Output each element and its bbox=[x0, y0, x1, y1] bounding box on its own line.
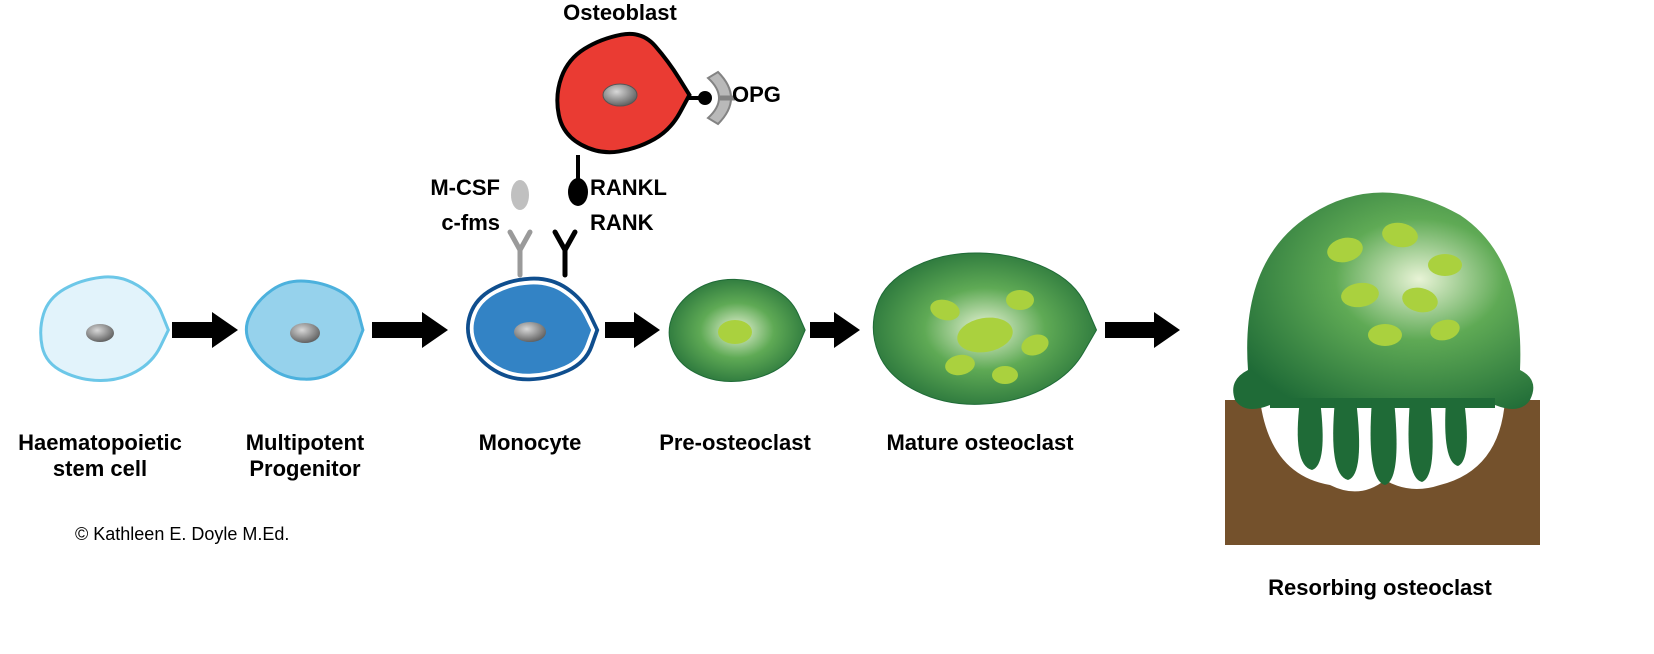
preosteoclast-label: Pre-osteoclast bbox=[659, 430, 811, 455]
opg-receptor bbox=[685, 72, 735, 124]
progenitor-label: Multipotent bbox=[246, 430, 365, 455]
mature-osteoclast bbox=[873, 253, 1096, 404]
arrow bbox=[1105, 312, 1180, 348]
cfms-receptor bbox=[510, 232, 530, 275]
stem-cell-label: Haematopoietic bbox=[18, 430, 182, 455]
monocyte-receptors bbox=[510, 180, 575, 275]
mcsf-ligand bbox=[511, 180, 529, 210]
monocyte bbox=[466, 277, 599, 382]
mcsf-label: M-CSF bbox=[430, 175, 500, 200]
arrow bbox=[605, 312, 660, 348]
rankl-ligand bbox=[568, 155, 588, 206]
progenitor-label: Progenitor bbox=[249, 456, 361, 481]
arrow bbox=[372, 312, 448, 348]
cfms-label: c-fms bbox=[441, 210, 500, 235]
rank-receptor bbox=[555, 232, 575, 275]
multipotent-progenitor bbox=[246, 281, 363, 379]
resorbing-label: Resorbing osteoclast bbox=[1268, 575, 1492, 600]
stem-cell-label: stem cell bbox=[53, 456, 147, 481]
pre-osteoclast bbox=[669, 279, 805, 381]
credit-label: © Kathleen E. Doyle M.Ed. bbox=[75, 524, 289, 544]
ruffled-border bbox=[1270, 398, 1495, 485]
opg-label: OPG bbox=[732, 82, 781, 107]
rankl-label: RANKL bbox=[590, 175, 667, 200]
resorbing-osteoclast-group bbox=[1225, 193, 1540, 546]
osteoblast-label: Osteoblast bbox=[563, 0, 677, 25]
osteoclast-differentiation-diagram: Haematopoieticstem cell MultipotentProgen… bbox=[0, 0, 1654, 654]
arrow bbox=[810, 312, 860, 348]
haematopoietic-stem-cell bbox=[41, 277, 169, 381]
monocyte-label: Monocyte bbox=[479, 430, 582, 455]
arrow bbox=[172, 312, 238, 348]
rank-label: RANK bbox=[590, 210, 654, 235]
mature-label: Mature osteoclast bbox=[886, 430, 1074, 455]
